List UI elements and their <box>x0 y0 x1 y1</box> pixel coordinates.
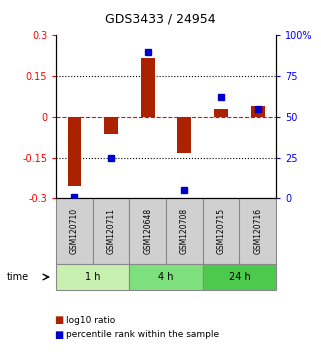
Text: 4 h: 4 h <box>158 272 174 282</box>
Bar <box>141 58 155 117</box>
Bar <box>214 109 228 117</box>
Bar <box>203 264 276 290</box>
Bar <box>56 264 129 290</box>
Text: GSM120648: GSM120648 <box>143 208 152 254</box>
Bar <box>56 198 93 264</box>
Bar <box>129 264 203 290</box>
Text: time: time <box>6 272 29 282</box>
Bar <box>166 198 203 264</box>
Bar <box>178 117 191 154</box>
Text: GSM120711: GSM120711 <box>107 208 116 254</box>
Bar <box>203 198 239 264</box>
Text: percentile rank within the sample: percentile rank within the sample <box>66 330 219 339</box>
Bar <box>251 106 265 117</box>
Text: ■: ■ <box>55 330 64 339</box>
Text: ■: ■ <box>55 315 64 325</box>
Text: GSM120710: GSM120710 <box>70 208 79 254</box>
Text: GSM120708: GSM120708 <box>180 208 189 254</box>
Text: GSM120716: GSM120716 <box>253 208 262 254</box>
Bar <box>239 198 276 264</box>
Text: 24 h: 24 h <box>229 272 250 282</box>
Bar <box>67 117 82 186</box>
Text: 1 h: 1 h <box>85 272 100 282</box>
Text: GSM120715: GSM120715 <box>217 208 226 254</box>
Text: log10 ratio: log10 ratio <box>66 316 115 325</box>
Bar <box>129 198 166 264</box>
Bar <box>93 198 129 264</box>
Text: GDS3433 / 24954: GDS3433 / 24954 <box>105 12 216 25</box>
Bar <box>104 117 118 135</box>
